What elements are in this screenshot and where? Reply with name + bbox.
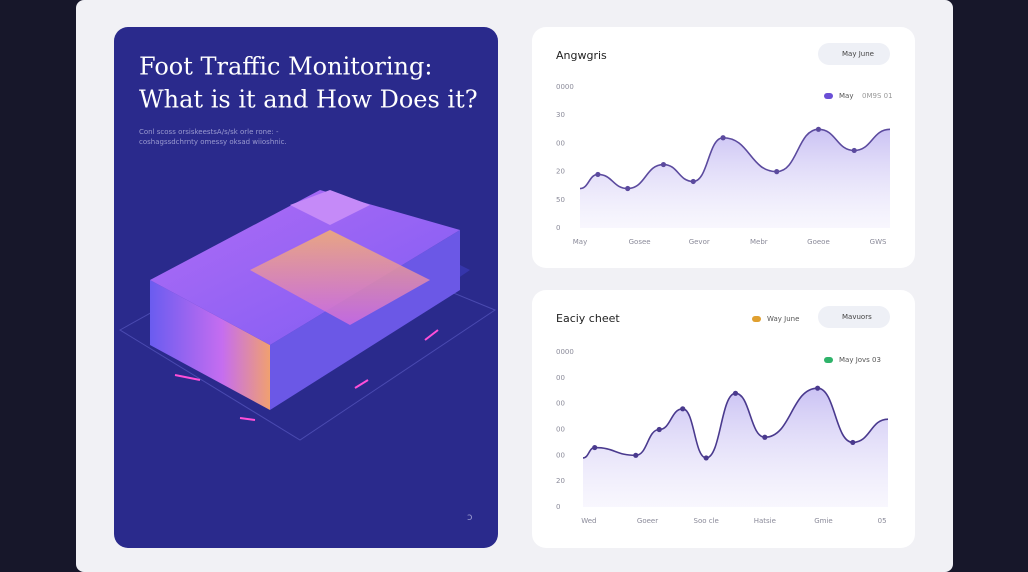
x-tick-label: Gmie bbox=[814, 517, 833, 525]
x-tick-label: Hatsie bbox=[754, 517, 776, 525]
point bbox=[633, 452, 639, 458]
point bbox=[732, 390, 739, 396]
chart-title: Eaciy cheet bbox=[556, 312, 620, 325]
area bbox=[580, 129, 890, 228]
point bbox=[660, 161, 667, 168]
filter-label[interactable]: May June bbox=[842, 50, 874, 58]
legend-swatch bbox=[824, 357, 833, 363]
y-tick-label: 0 bbox=[556, 503, 560, 511]
legend-swatch bbox=[824, 93, 833, 99]
area bbox=[583, 388, 888, 507]
line bbox=[582, 387, 889, 459]
y-tick-label: 50 bbox=[556, 196, 565, 204]
y-tick-label: 00 bbox=[556, 139, 565, 147]
legend-label: May bbox=[839, 92, 853, 100]
y-tick-label: 0000 bbox=[556, 348, 574, 356]
point bbox=[656, 426, 662, 433]
hero-subtitle: Conl scoss orsiskeestsA/s/sk orle rone: … bbox=[139, 128, 279, 136]
x-tick-label: Goeer bbox=[637, 517, 658, 525]
point bbox=[592, 444, 598, 451]
y-tick-label: 20 bbox=[556, 168, 565, 176]
hero-title: Foot Traffic Monitoring: bbox=[139, 53, 432, 81]
hero-subtitle: coshagssdchrnty omessy oksad wiioshnic. bbox=[139, 138, 287, 146]
point bbox=[625, 185, 631, 192]
y-tick-label: 00 bbox=[556, 451, 565, 459]
legend-label: May Jovs 03 bbox=[839, 356, 881, 364]
y-tick-label: 0 bbox=[556, 224, 560, 232]
point bbox=[774, 169, 780, 175]
filter-pill[interactable] bbox=[818, 43, 890, 65]
chart-title: Angwgris bbox=[556, 49, 607, 62]
x-tick-label: Soo cle bbox=[694, 517, 719, 525]
legend-swatch bbox=[752, 316, 761, 322]
legend-note: 0M9S 01 bbox=[862, 92, 893, 100]
legend-label: Way June bbox=[767, 315, 799, 323]
x-tick-label: Wed bbox=[581, 517, 596, 525]
point bbox=[680, 406, 686, 412]
point bbox=[762, 434, 768, 440]
point bbox=[815, 385, 821, 391]
point bbox=[720, 135, 726, 141]
line bbox=[579, 128, 891, 190]
x-tick-label: Gevor bbox=[689, 238, 710, 246]
x-tick-label: Gosee bbox=[629, 238, 651, 246]
y-tick-label: 0000 bbox=[556, 83, 574, 91]
y-tick-label: 20 bbox=[556, 477, 565, 485]
point bbox=[595, 171, 601, 178]
point bbox=[815, 126, 822, 132]
hero-title: What is it and How Does it? bbox=[139, 86, 478, 114]
y-tick-label: 00 bbox=[556, 426, 565, 434]
corner-icon[interactable]: ↄ bbox=[467, 512, 473, 523]
filter-pill[interactable] bbox=[818, 306, 890, 328]
point bbox=[851, 147, 857, 154]
x-tick-label: GWS bbox=[870, 238, 887, 246]
y-tick-label: 00 bbox=[556, 374, 565, 382]
y-tick-label: 30 bbox=[556, 111, 565, 119]
y-tick-label: 00 bbox=[556, 400, 565, 408]
x-tick-label: Goeoe bbox=[807, 238, 830, 246]
x-tick-label: 05 bbox=[878, 517, 887, 525]
x-tick-label: Mebr bbox=[750, 238, 768, 246]
filter-label[interactable]: Mavuors bbox=[842, 313, 872, 321]
point bbox=[850, 439, 856, 446]
x-tick-label: May bbox=[573, 238, 587, 246]
point bbox=[690, 178, 696, 185]
building-illustration bbox=[119, 190, 497, 441]
point bbox=[703, 455, 709, 461]
